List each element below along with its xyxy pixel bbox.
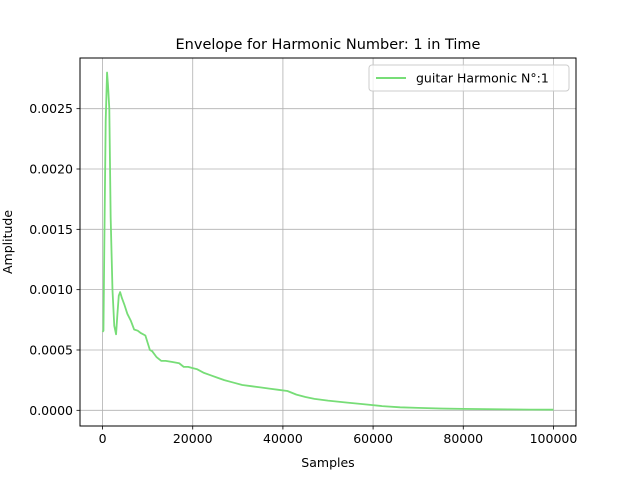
legend: guitar Harmonic N°:1 (368, 64, 570, 92)
x-tick-label: 100000 (530, 431, 578, 446)
y-tick-label: 0.0010 (29, 282, 73, 297)
y-tick-label: 0.0000 (29, 403, 73, 418)
y-tick-label: 0.0005 (29, 342, 73, 357)
legend-label: guitar Harmonic N°:1 (416, 71, 549, 86)
series-line (101, 71, 554, 411)
y-tick-label: 0.0015 (29, 222, 73, 237)
x-axis-label: Samples (301, 455, 354, 470)
x-tick-label: 80000 (443, 431, 483, 446)
x-tick-label: 20000 (173, 431, 213, 446)
x-tick-label: 60000 (353, 431, 393, 446)
y-tick-label: 0.0025 (29, 101, 73, 116)
x-ticks: 0 20000 40000 60000 80000 100000 (99, 426, 578, 446)
y-ticks: 0.0000 0.0005 0.0010 0.0015 0.0020 0.0025 (29, 101, 80, 418)
y-axis-label: Amplitude (0, 210, 15, 274)
y-tick-label: 0.0020 (29, 162, 73, 177)
chart-title: Envelope for Harmonic Number: 1 in Time (176, 37, 481, 53)
grid (80, 58, 576, 426)
series-layer (101, 71, 554, 411)
x-tick-label: 0 (99, 431, 107, 446)
x-tick-label: 40000 (263, 431, 303, 446)
axes-frame (79, 57, 577, 427)
legend-box (368, 64, 570, 92)
